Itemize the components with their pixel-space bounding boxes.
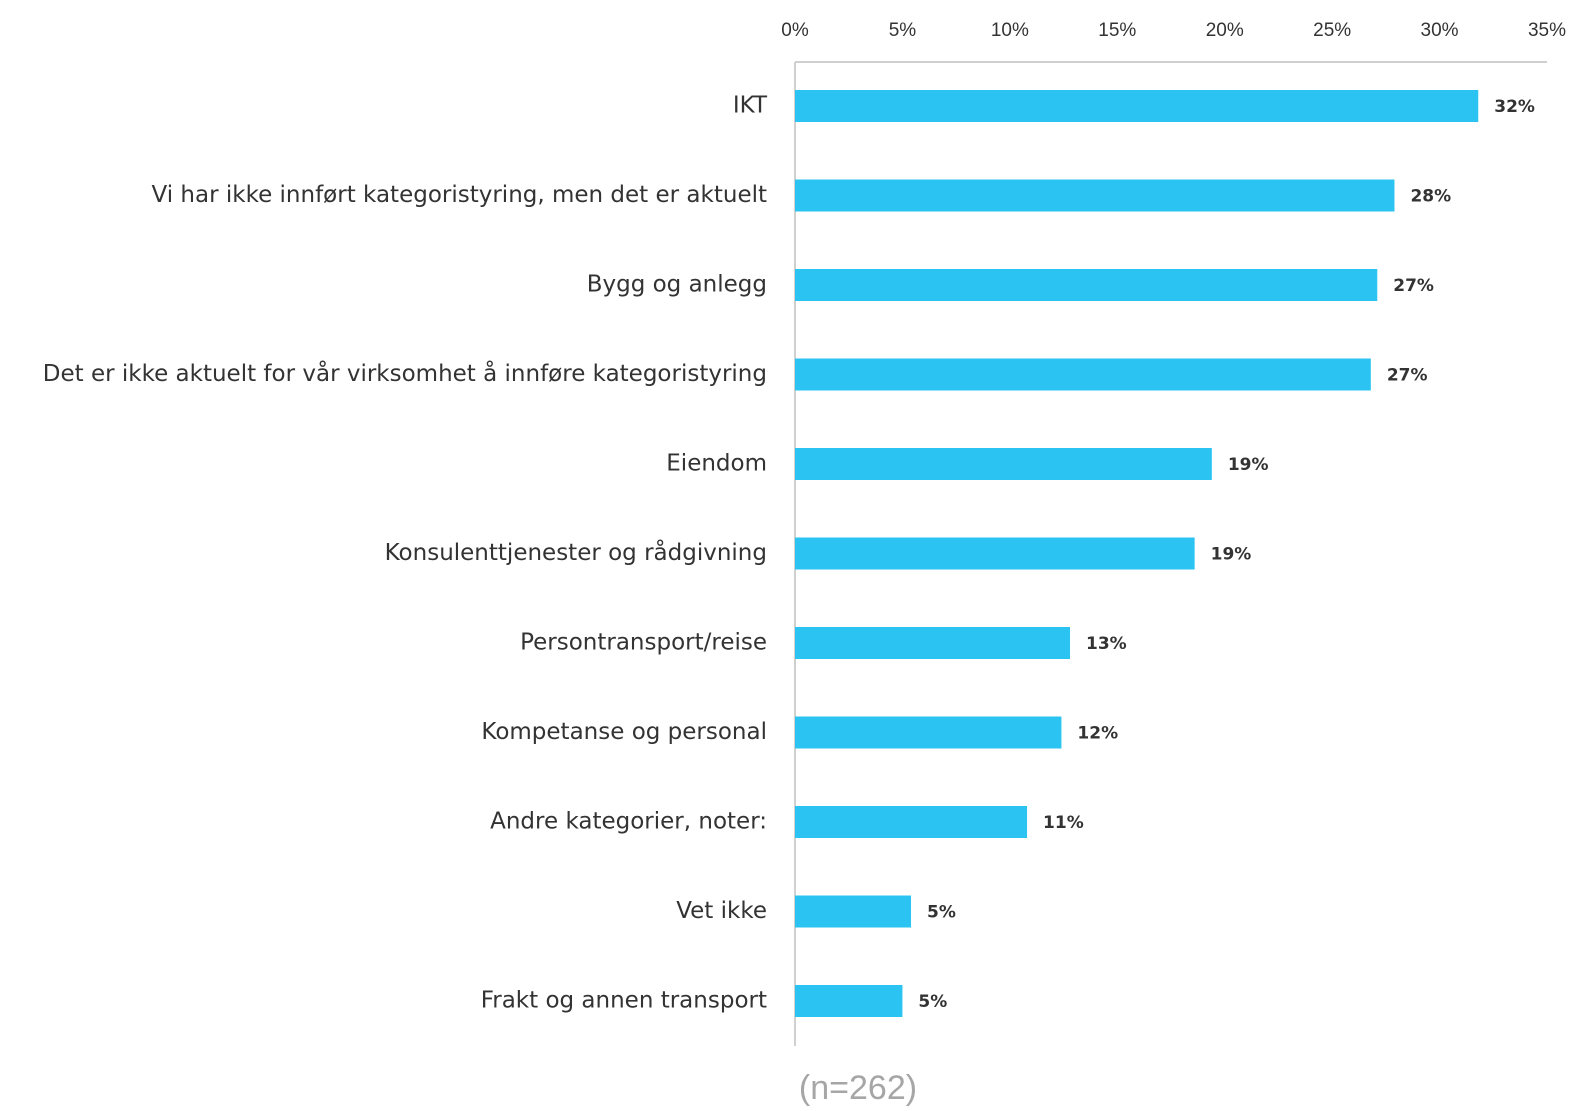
bar xyxy=(795,537,1195,570)
value-label: 19% xyxy=(1211,545,1252,565)
category-label: Frakt og annen transport xyxy=(481,988,767,1014)
value-label: 32% xyxy=(1494,97,1535,117)
bar xyxy=(795,985,903,1017)
x-tick-label: 10% xyxy=(991,20,1029,41)
value-label: 19% xyxy=(1228,455,1269,475)
category-label: Vet ikke xyxy=(676,898,767,924)
bar xyxy=(795,716,1062,749)
category-label: Kompetanse og personal xyxy=(481,719,767,745)
bar xyxy=(795,90,1479,122)
x-tick-label: 20% xyxy=(1206,20,1244,41)
category-label: IKT xyxy=(733,93,768,119)
value-label: 27% xyxy=(1387,366,1428,386)
bar xyxy=(795,627,1071,659)
category-label: Vi har ikke innført kategoristyring, men… xyxy=(152,182,768,208)
category-label: Andre kategorier, noter: xyxy=(490,809,767,835)
value-label: 27% xyxy=(1393,276,1434,296)
category-label: Konsulenttjenester og rådgivning xyxy=(385,538,767,566)
x-tick-label: 15% xyxy=(1098,20,1136,41)
bar xyxy=(795,179,1395,212)
bar xyxy=(795,895,912,928)
value-label: 13% xyxy=(1086,634,1127,654)
x-tick-label: 30% xyxy=(1421,20,1459,41)
value-label: 5% xyxy=(927,903,956,923)
category-label: Det er ikke aktuelt for vår virksomhet å… xyxy=(43,359,767,387)
value-label: 11% xyxy=(1043,813,1084,833)
x-tick-label: 5% xyxy=(889,20,917,41)
category-label: Persontransport/reise xyxy=(520,630,767,656)
category-label: Bygg og anlegg xyxy=(587,272,767,298)
bar xyxy=(795,269,1378,301)
x-tick-label: 35% xyxy=(1528,20,1566,41)
bar xyxy=(795,448,1212,480)
category-label: Eiendom xyxy=(666,451,767,477)
value-label: 5% xyxy=(918,992,947,1012)
x-tick-label: 25% xyxy=(1313,20,1351,41)
note: (n=262) xyxy=(799,1069,917,1107)
bar xyxy=(795,806,1028,838)
x-tick-label: 0% xyxy=(781,20,809,41)
bar xyxy=(795,358,1371,391)
value-label: 12% xyxy=(1077,724,1118,744)
value-label: 28% xyxy=(1410,187,1451,207)
